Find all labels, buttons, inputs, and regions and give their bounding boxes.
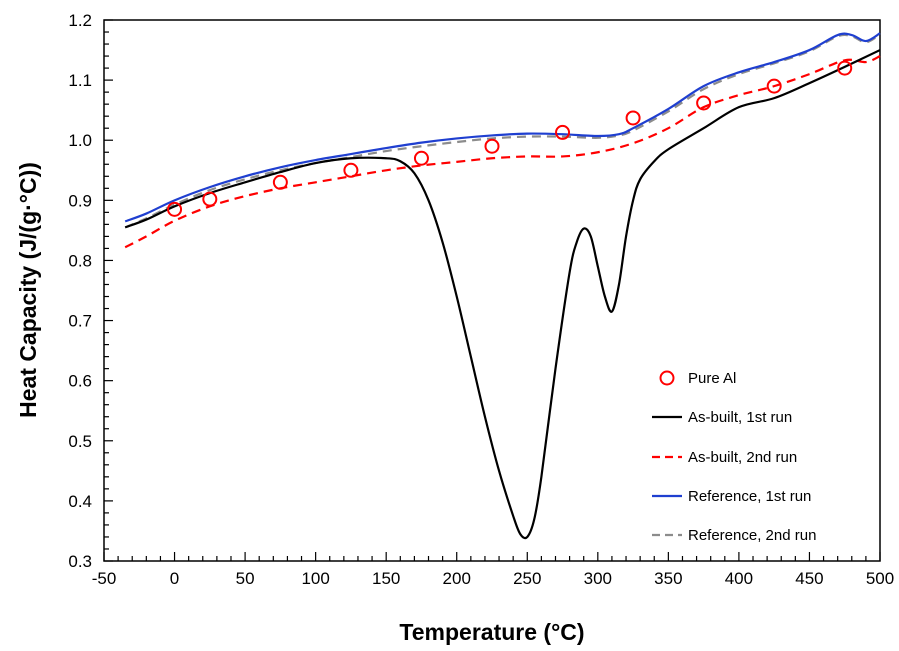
axis-tick-labels: -50 0 50 100 150 200 250 300 350 400 450 500 0.3 0.4 0… (68, 11, 894, 588)
x-tick-label: 350 (654, 569, 682, 588)
x-tick-label: 150 (372, 569, 400, 588)
y-tick-label: 1.1 (68, 71, 92, 90)
x-tick-label: 500 (866, 569, 894, 588)
series-line-as-built-2nd-run (124, 55, 881, 249)
legend-label: As-built, 2nd run (688, 449, 797, 466)
y-tick-label: 0.7 (68, 312, 92, 331)
x-tick-label: 100 (301, 569, 329, 588)
x-tick-label: 250 (513, 569, 541, 588)
pure-al-point (413, 150, 429, 166)
y-tick-label: 1.0 (68, 131, 92, 150)
x-tick-label: 200 (443, 569, 471, 588)
legend-label: Reference, 2nd run (688, 527, 816, 544)
x-tick-label: 400 (725, 569, 753, 588)
legend-marker-pure-al (659, 370, 675, 386)
series-line-reference-1st-run (124, 32, 881, 223)
pure-al-point (343, 162, 359, 178)
pure-al-point (766, 78, 782, 94)
x-axis-title: Temperature (°C) (399, 619, 584, 645)
series-line-reference-2nd-run (124, 33, 881, 229)
y-tick-label: 0.3 (68, 552, 92, 571)
x-tick-label: -50 (92, 569, 117, 588)
x-tick-label: 300 (584, 569, 612, 588)
legend-label: Pure Al (688, 370, 736, 387)
series-layer (124, 32, 881, 540)
legend-label: Reference, 1st run (688, 488, 811, 505)
pure-al-point (202, 191, 218, 207)
plot-area-frame (103, 19, 881, 562)
pure-al-point (272, 174, 288, 190)
y-tick-label: 1.2 (68, 11, 92, 30)
y-tick-label: 0.8 (68, 251, 92, 270)
legend-label: As-built, 1st run (688, 409, 792, 426)
y-axis-title: Heat Capacity (J/(g·°C)) (15, 162, 41, 418)
y-tick-label: 0.4 (68, 492, 92, 511)
pure-al-point (167, 201, 183, 217)
x-tick-label: 450 (795, 569, 823, 588)
pure-al-point (625, 110, 641, 126)
x-tick-label: 0 (170, 569, 179, 588)
pure-al-point (484, 138, 500, 154)
pure-al-point (555, 124, 571, 140)
series-line-as-built-1st-run (124, 49, 881, 540)
x-tick-label: 50 (236, 569, 255, 588)
pure-al-point (837, 60, 853, 76)
y-tick-label: 0.5 (68, 432, 92, 451)
legend: Pure Al As-built, 1st run As-built, 2nd ru… (652, 370, 816, 544)
axis-ticks (103, 19, 881, 562)
y-tick-label: 0.6 (68, 372, 92, 391)
pure-al-point (696, 95, 712, 111)
y-tick-label: 0.9 (68, 191, 92, 210)
